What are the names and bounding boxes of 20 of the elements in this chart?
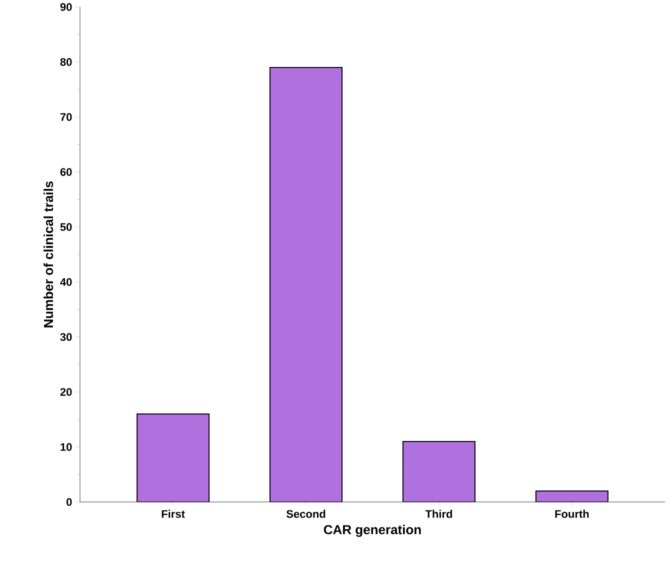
y-tick-label: 70 — [60, 113, 72, 121]
bar — [270, 67, 343, 502]
x-tick-label: Fourth — [555, 510, 589, 518]
bar — [535, 490, 608, 502]
y-tick-label: 60 — [60, 168, 72, 176]
y-tick-label: 30 — [60, 333, 72, 341]
y-tick-label: 80 — [60, 58, 72, 66]
x-tick-label: Second — [286, 510, 326, 518]
y-tick-label: 90 — [60, 3, 72, 11]
y-axis-title: Number of clinical trails — [44, 181, 54, 328]
y-tick-label: 50 — [60, 223, 72, 231]
x-tick-label: First — [162, 510, 185, 518]
y-tick-label: 40 — [60, 278, 72, 286]
bar — [136, 413, 210, 502]
y-tick-label: 10 — [60, 443, 72, 451]
x-axis-title: CAR generation — [324, 524, 421, 537]
y-tick-label: 0 — [66, 498, 72, 506]
bar — [402, 440, 476, 502]
x-tick-label: Third — [425, 510, 452, 518]
y-tick-label: 20 — [60, 388, 72, 396]
